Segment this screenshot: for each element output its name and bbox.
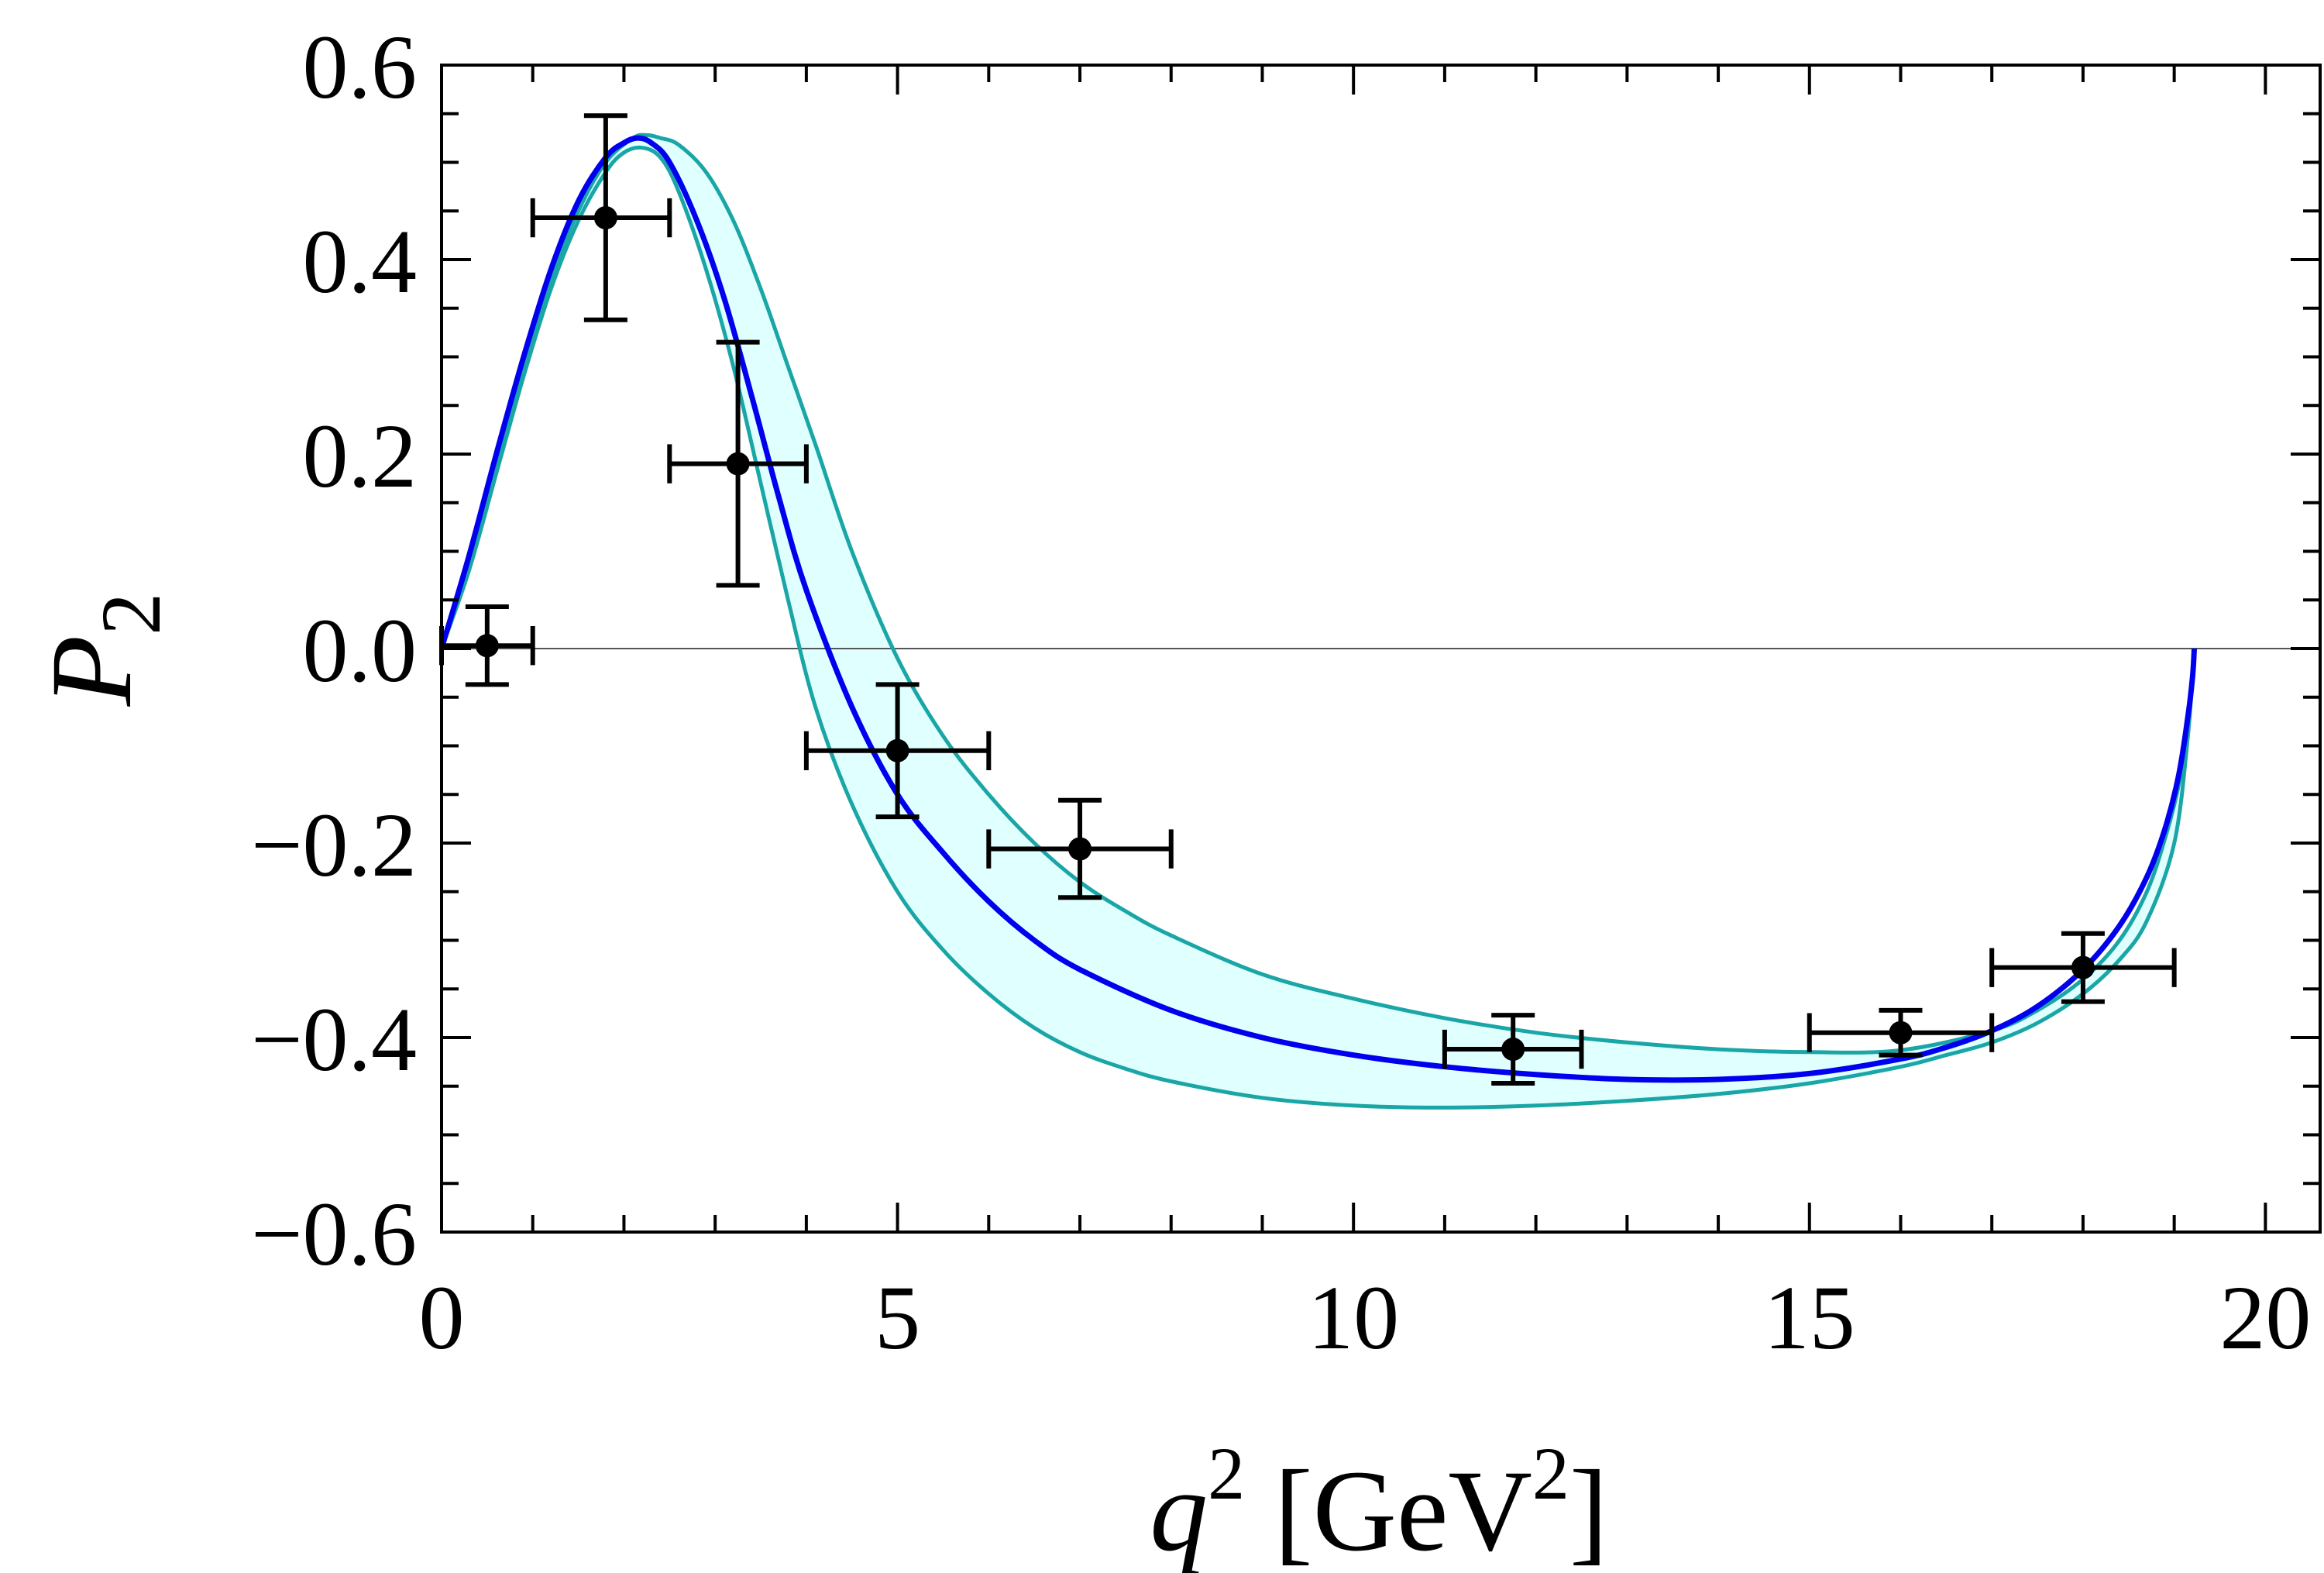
uncertainty-band xyxy=(442,135,2195,1108)
data-marker xyxy=(1501,1038,1525,1062)
y-tick-label: −0.6 xyxy=(251,1183,417,1285)
x-axis-var-sup: 2 xyxy=(1208,1432,1245,1515)
y-tick-labels: −0.6 −0.4 −0.2 0.0 0.2 0.4 0.6 xyxy=(251,16,417,1285)
y-tick-label: −0.4 xyxy=(251,989,417,1090)
data-marker xyxy=(475,634,499,658)
data-point-4 xyxy=(803,682,992,820)
x-axis-unit-open: [GeV xyxy=(1245,1447,1532,1573)
x-axis-unit-sup: 2 xyxy=(1532,1432,1569,1515)
y-tick-label: 0.2 xyxy=(303,405,418,507)
y-axis-title: P2 xyxy=(27,593,178,707)
data-marker xyxy=(2071,955,2095,979)
x-tick-labels: 0 5 10 15 20 xyxy=(419,1267,2312,1368)
data-marker xyxy=(593,206,617,230)
y-tick-label: −0.2 xyxy=(251,794,417,896)
data-marker xyxy=(1068,837,1092,861)
band-upper-line xyxy=(442,133,2196,1055)
x-tick-label: 5 xyxy=(875,1267,920,1368)
x-tick-label: 15 xyxy=(1764,1267,1855,1368)
x-axis-unit-close: ] xyxy=(1569,1447,1608,1573)
data-point-6 xyxy=(1442,1013,1584,1086)
x-tick-label: 10 xyxy=(1308,1267,1399,1368)
axis-ticks xyxy=(440,64,2320,1234)
curves xyxy=(442,133,2197,1110)
data-point-7 xyxy=(1807,1007,1995,1058)
x-axis-var: q xyxy=(1150,1447,1208,1573)
data-point-3 xyxy=(667,339,809,588)
data-point-2 xyxy=(530,113,672,322)
data-point-5 xyxy=(986,797,1174,900)
y-axis-var-sub: 2 xyxy=(84,593,178,635)
x-tick-label: 0 xyxy=(419,1267,465,1368)
data-point-1 xyxy=(439,604,535,687)
central-line xyxy=(442,135,2197,1083)
y-tick-label: 0.0 xyxy=(303,600,418,701)
y-tick-label: 0.6 xyxy=(303,16,418,118)
x-axis-title: q2 [GeV2] xyxy=(1150,1432,1608,1573)
y-tick-label: 0.4 xyxy=(303,211,418,312)
band-fill xyxy=(442,135,2195,1108)
data-points xyxy=(439,113,2177,1086)
band-lower-line xyxy=(442,145,2196,1110)
data-marker xyxy=(1889,1021,1913,1045)
y-axis-var: P xyxy=(27,635,156,707)
data-point-8 xyxy=(1989,931,2177,1004)
data-marker xyxy=(726,452,750,476)
data-marker xyxy=(885,738,909,762)
x-tick-label: 20 xyxy=(2219,1267,2311,1368)
